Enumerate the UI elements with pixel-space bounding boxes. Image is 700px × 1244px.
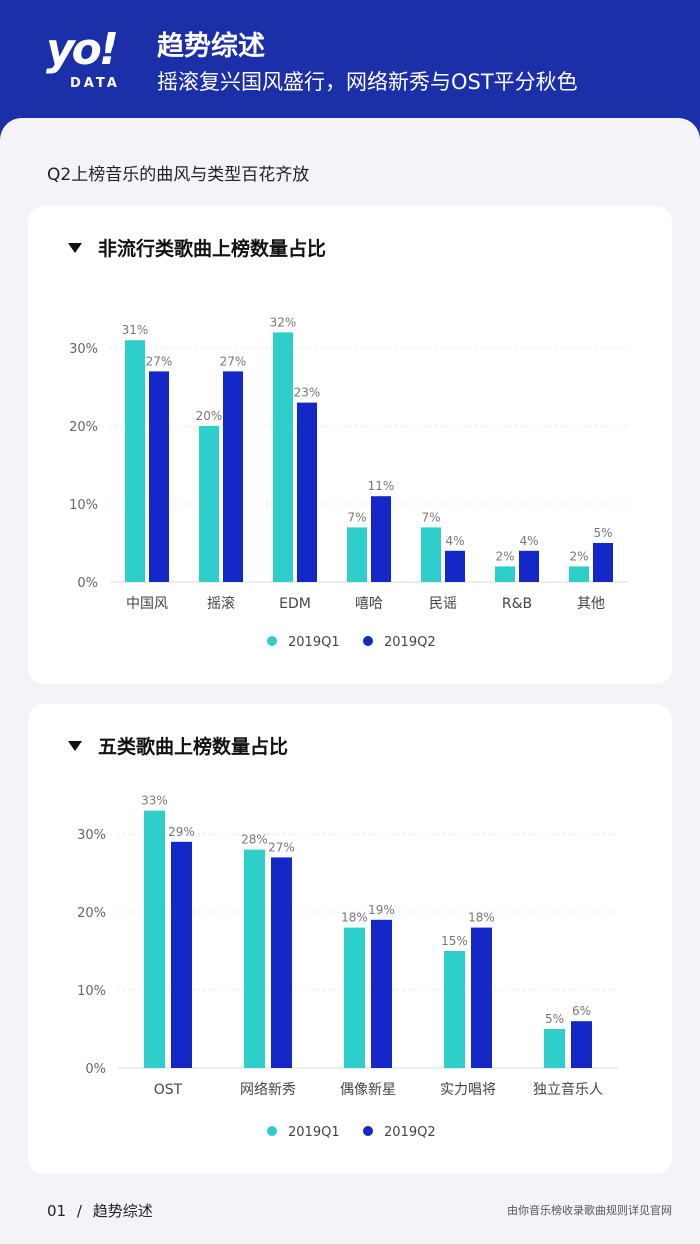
y-tick-label: 10% <box>77 984 106 999</box>
bar-q1 <box>347 527 367 582</box>
bar-q1 <box>244 849 265 1068</box>
bar-q1 <box>569 566 589 582</box>
data-label: 33% <box>141 794 168 808</box>
type-bar-chart: 0%10%20%30%33%29%OST28%27%网络新秀18%19%偶像新星… <box>77 794 618 1140</box>
x-tick-label: OST <box>154 1082 183 1098</box>
x-tick-label: 独立音乐人 <box>533 1081 603 1098</box>
legend-dot-q1 <box>267 1126 277 1136</box>
data-label: 6% <box>572 1004 591 1018</box>
y-tick-label: 0% <box>77 576 98 591</box>
page-number: 01 <box>47 1202 67 1220</box>
bar-q2 <box>171 841 192 1068</box>
chart-title-type: 五类歌曲上榜数量占比 <box>68 732 288 759</box>
data-label: 15% <box>441 934 468 948</box>
x-tick-label: 民谣 <box>429 596 457 612</box>
header-banner: yo! DATA 趋势综述 摇滚复兴国风盛行，网络新秀与OST平分秋色 <box>0 0 700 125</box>
section-label: Q2上榜音乐的曲风与类型百花齐放 <box>47 165 310 185</box>
chart-title-genre: 非流行类歌曲上榜数量占比 <box>68 234 326 261</box>
bar-q2 <box>271 857 292 1068</box>
data-label: 27% <box>220 354 247 368</box>
x-tick-label: 嘻哈 <box>355 596 383 612</box>
bar-q1 <box>421 527 441 582</box>
data-label: 18% <box>341 911 368 925</box>
bar-q2 <box>471 927 492 1068</box>
bar-q2 <box>571 1021 592 1068</box>
data-label: 31% <box>122 323 149 337</box>
bar-q2 <box>371 496 391 582</box>
legend-label: 2019Q2 <box>384 1125 436 1140</box>
data-label: 2% <box>569 549 588 563</box>
data-label: 5% <box>545 1012 564 1026</box>
data-label: 27% <box>268 840 295 854</box>
data-label: 7% <box>421 510 440 524</box>
yo-data-logo: yo! DATA <box>46 24 119 102</box>
data-label: 32% <box>270 315 297 329</box>
legend-dot-q1 <box>267 636 277 646</box>
x-tick-label: 中国风 <box>126 596 168 612</box>
bar-q2 <box>297 402 317 582</box>
y-tick-label: 30% <box>69 342 98 357</box>
bar-q1 <box>125 340 145 582</box>
bar-q2 <box>149 371 169 582</box>
data-label: 28% <box>241 833 268 847</box>
data-label: 27% <box>146 354 173 368</box>
legend-label: 2019Q2 <box>384 635 436 650</box>
y-tick-label: 20% <box>69 420 98 435</box>
bar-q2 <box>519 550 539 582</box>
legend-dot-q2 <box>363 1126 373 1136</box>
footer-note: 由你音乐榜收录歌曲规则详见官网 <box>507 1204 672 1217</box>
y-tick-label: 10% <box>69 498 98 513</box>
y-tick-label: 20% <box>77 906 106 921</box>
legend-dot-q2 <box>363 636 373 646</box>
data-label: 4% <box>445 534 464 548</box>
data-label: 4% <box>519 534 538 548</box>
bar-q2 <box>445 550 465 582</box>
genre-bar-chart: 0% 10% 20% 30% 31% 27% 中国风 20% 27% 摇滚 32% 23% EDM 7% 1… <box>69 315 628 650</box>
bar-q2 <box>371 919 392 1068</box>
data-label: 20% <box>196 409 223 423</box>
legend-label: 2019Q1 <box>288 635 340 650</box>
x-tick-label: 摇滚 <box>207 595 235 612</box>
footer-page-label: 01 / 趋势综述 <box>47 1200 153 1221</box>
data-label: 29% <box>168 825 195 839</box>
triangle-down-icon <box>68 242 82 253</box>
bar-q1 <box>495 566 515 582</box>
data-label: 11% <box>368 479 395 493</box>
legend-label: 2019Q1 <box>288 1125 340 1140</box>
bar-q1 <box>199 426 219 582</box>
bar-q1 <box>273 332 293 582</box>
bar-q1 <box>144 810 165 1068</box>
bar-q2 <box>223 371 243 582</box>
page-title: 趋势综述 <box>157 31 265 62</box>
footer-page-title: 趋势综述 <box>92 1202 153 1220</box>
logo-wordmark: yo! <box>46 24 119 75</box>
logo-subtext: DATA <box>70 76 120 91</box>
bar-q1 <box>344 927 365 1068</box>
chart-card-type: 五类歌曲上榜数量占比 0% 10% 20% 30% 33% 29% OST 28% 27% 网络新… <box>28 704 672 1174</box>
chart-title-text: 五类歌曲上榜数量占比 <box>98 736 289 758</box>
x-tick-label: 其他 <box>577 596 605 612</box>
bar-q1 <box>444 951 465 1068</box>
triangle-down-icon <box>68 740 82 751</box>
data-label: 19% <box>368 903 395 917</box>
bar-q2 <box>593 543 613 582</box>
page-subtitle: 摇滚复兴国风盛行，网络新秀与OST平分秋色 <box>157 70 578 94</box>
bar-q1 <box>544 1029 565 1068</box>
data-label: 7% <box>347 510 366 524</box>
data-label: 2% <box>495 549 514 563</box>
y-tick-label: 30% <box>77 828 106 843</box>
x-tick-label: EDM <box>279 596 311 612</box>
data-label: 5% <box>593 526 612 540</box>
data-label: 23% <box>294 386 321 400</box>
y-tick-label: 0% <box>85 1062 106 1077</box>
chart-title-text: 非流行类歌曲上榜数量占比 <box>98 238 327 260</box>
x-tick-label: 偶像新星 <box>340 1082 396 1098</box>
footer-separator: / <box>76 1202 82 1220</box>
x-tick-label: 网络新秀 <box>240 1082 296 1098</box>
data-label: 18% <box>468 911 495 925</box>
x-tick-label: R&B <box>502 596 532 612</box>
x-tick-label: 实力唱将 <box>440 1082 496 1098</box>
chart-card-genre: 非流行类歌曲上榜数量占比 0% 10% 20% 30% 31% 27% 中国风 20% 27% 摇… <box>28 206 672 684</box>
